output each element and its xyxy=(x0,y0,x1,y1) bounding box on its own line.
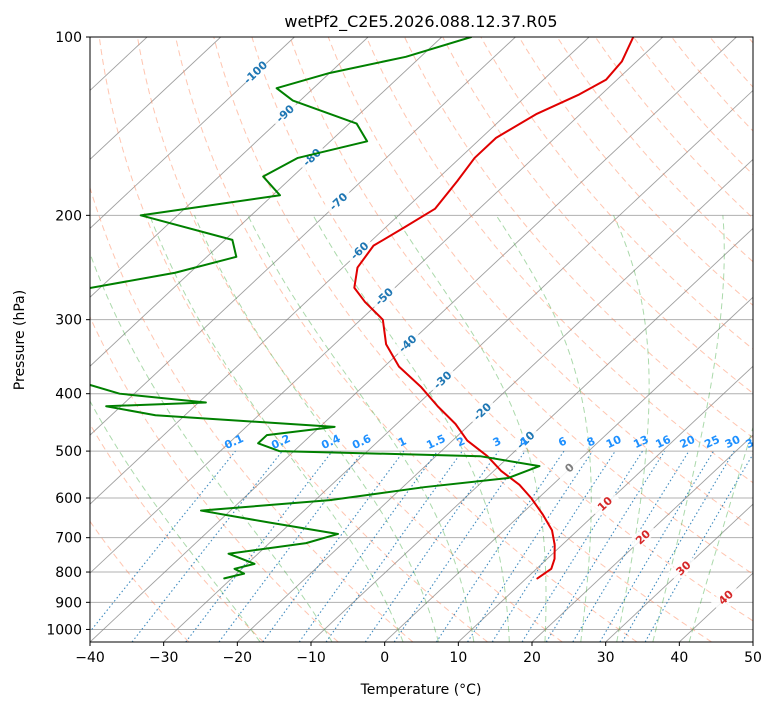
mixing-ratio-line-10 xyxy=(491,450,616,642)
x-axis: −40 −30 −20 −10 0 10 20 30 40 50 xyxy=(75,642,762,666)
mixing-ratio-label-10: 10 xyxy=(604,433,624,451)
plot-frame xyxy=(89,36,754,643)
moist-adiabat-20 xyxy=(394,215,547,642)
mixing-ratio-line-0.4 xyxy=(185,450,333,642)
x-tick-label-10: 10 xyxy=(449,650,467,666)
isotherm--90 xyxy=(90,37,369,298)
dry-adiabat-70 xyxy=(327,37,753,529)
isotherm-10 xyxy=(458,365,753,642)
pressure-grid xyxy=(90,37,753,630)
isotherm--100 xyxy=(90,37,295,229)
moist-adiabat-35 xyxy=(652,215,725,642)
isotherm-label-bg xyxy=(710,582,740,612)
dry-adiabat--20 xyxy=(90,423,264,642)
x-tick-label-30: 30 xyxy=(597,650,615,666)
dry-adiabat-60 xyxy=(289,37,753,575)
mixing-ratio-label-36: 36 xyxy=(744,433,764,451)
isotherm-label-bg xyxy=(240,57,270,87)
isotherm-label-bg xyxy=(344,235,374,265)
mixing-ratio-line-16 xyxy=(545,450,666,642)
mixing-ratio-label-20: 20 xyxy=(678,433,698,451)
y-axis-label: Pressure (hPa) xyxy=(12,290,28,390)
y-tick-label-300: 300 xyxy=(55,313,82,329)
moist-adiabat-30 xyxy=(613,215,650,642)
temperature-line xyxy=(353,37,635,580)
isotherm-label-bg xyxy=(510,425,540,454)
dry-adiabat-40 xyxy=(213,37,712,642)
isotherm-label-bg xyxy=(296,142,327,172)
isotherm-label-bg xyxy=(627,522,658,551)
isotherm--110 xyxy=(90,37,222,160)
dry-adiabat-10 xyxy=(98,37,488,642)
y-tick-label-200: 200 xyxy=(55,208,82,224)
mixing-ratio-label-25: 25 xyxy=(702,433,721,451)
isotherm-label-bg xyxy=(269,98,300,128)
x-tick-label--30: −30 xyxy=(149,650,179,666)
y-tick-label-900: 900 xyxy=(55,595,82,611)
mixing-ratio-line-2 xyxy=(325,450,463,642)
mixing-ratio-line-1 xyxy=(262,450,405,642)
isotherm--10 xyxy=(310,227,753,642)
isotherm-label-bg xyxy=(554,453,584,482)
y-tick-label-500: 500 xyxy=(55,444,82,460)
dewpoint-line xyxy=(90,37,541,580)
isotherm-label-bg xyxy=(392,328,422,358)
x-axis-label: Temperature (°C) xyxy=(360,682,482,698)
isotherm-label-bg xyxy=(589,488,620,518)
isotherm-label-bg xyxy=(668,553,698,583)
moist-adiabat-10 xyxy=(247,215,475,642)
mixing-ratio-line-4 xyxy=(393,450,526,642)
y-tick-label-400: 400 xyxy=(55,387,82,403)
mixing-ratio-line-20 xyxy=(572,450,690,642)
x-tick-label-20: 20 xyxy=(523,650,541,666)
mixing-ratio-line-3 xyxy=(364,450,499,642)
isotherm--20 xyxy=(237,158,753,642)
mixing-ratio-line-6 xyxy=(435,450,565,642)
mixing-ratio-line-0.6 xyxy=(218,450,364,642)
moist-adiabat-0 xyxy=(149,215,404,642)
x-tick-label-0: 0 xyxy=(380,650,389,666)
mixing-ratio-label-13: 13 xyxy=(631,433,650,451)
y-tick-label-100: 100 xyxy=(55,30,82,46)
x-tick-label-50: 50 xyxy=(744,650,762,666)
isotherm--60 xyxy=(90,37,590,505)
dry-adiabat-50 xyxy=(251,37,753,622)
mixing-ratio-label-30: 30 xyxy=(723,433,743,451)
mixing-ratio-line-8 xyxy=(467,450,593,642)
isotherm-label-bg xyxy=(427,365,457,394)
y-tick-label-700: 700 xyxy=(55,531,82,547)
mixing-ratio-label-16: 16 xyxy=(654,433,674,451)
y-tick-label-1000: 1000 xyxy=(46,622,82,638)
y-axis: 100 200 300 400 500 600 700 800 900 1000 xyxy=(46,30,90,638)
isotherm--70 xyxy=(90,37,516,436)
mixing-ratio-lines xyxy=(90,450,753,642)
mixing-ratio-line-0.1 xyxy=(90,450,236,633)
isotherm--50 xyxy=(90,37,664,574)
chart-title: wetPf2_C2E5.2026.088.12.37.R05 xyxy=(284,12,557,32)
x-tick-label--10: −10 xyxy=(296,650,326,666)
y-tick-label-600: 600 xyxy=(55,491,82,507)
isotherm-50 xyxy=(752,641,753,642)
x-tick-label-40: 40 xyxy=(670,650,688,666)
isotherm--80 xyxy=(90,37,443,367)
isotherm--130 xyxy=(0,37,73,642)
isotherm-label-bg xyxy=(323,186,353,216)
profile-series xyxy=(90,37,635,580)
mixing-ratio-line-1.5 xyxy=(298,450,438,642)
isotherm-0 xyxy=(384,296,753,642)
x-tick-label--40: −40 xyxy=(75,650,105,666)
x-tick-label--20: −20 xyxy=(223,650,253,666)
isotherm-30 xyxy=(605,503,753,642)
y-tick-label-800: 800 xyxy=(55,565,82,581)
isotherm-label-0: 0 xyxy=(554,453,584,482)
dry-adiabat-30 xyxy=(175,37,638,642)
isotherm-label-bg xyxy=(369,281,399,311)
isotherm--30 xyxy=(163,89,753,642)
isotherm-label-bg xyxy=(467,396,497,426)
